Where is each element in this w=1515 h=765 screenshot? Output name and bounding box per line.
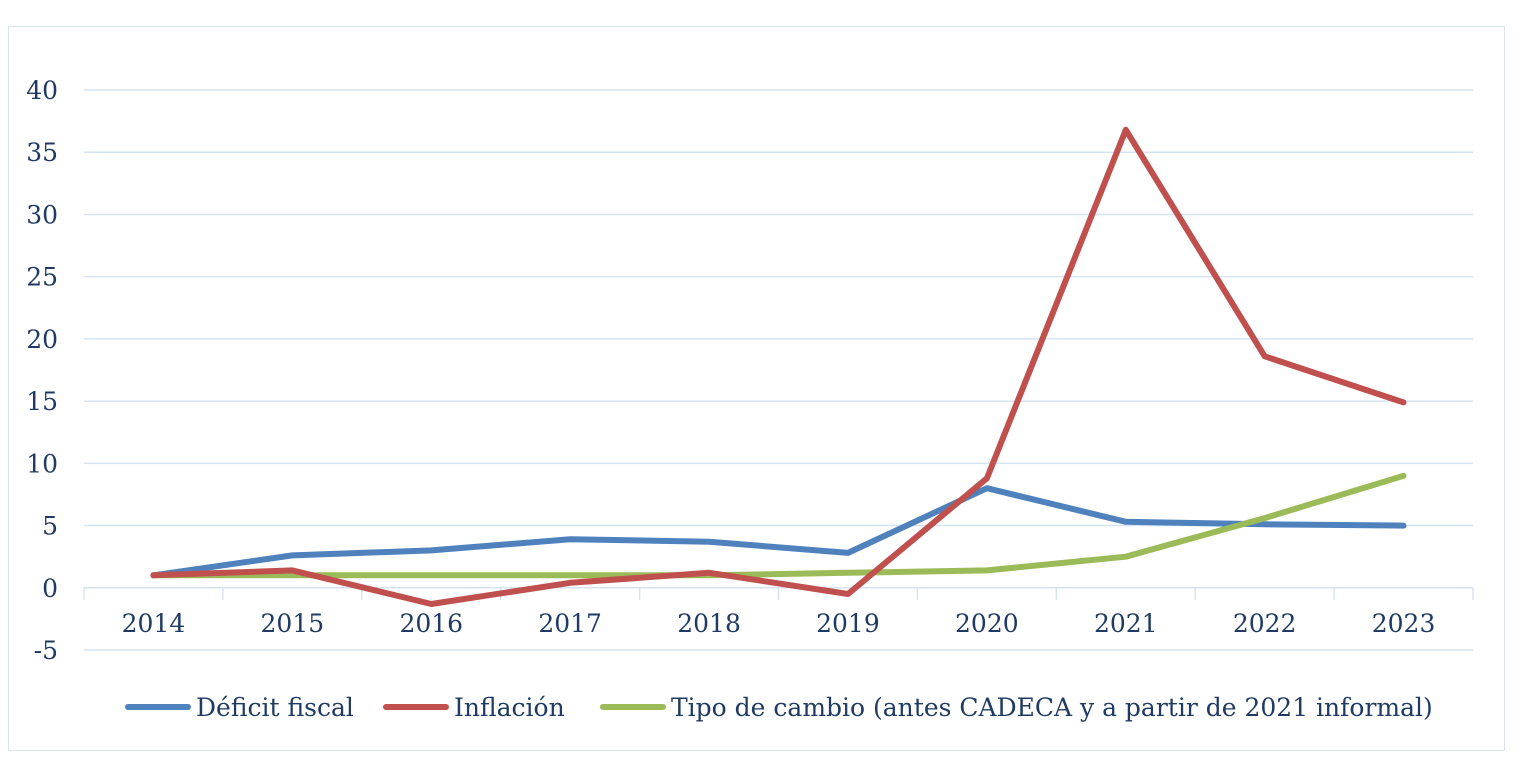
x-tick-label: 2015 [261,609,325,638]
legend: Déficit fiscal Inflación Tipo de cambio (a… [125,693,1433,722]
y-tick-label: 25 [26,263,58,292]
x-tick-label: 2023 [1372,609,1436,638]
x-tick-label: 2016 [399,609,463,638]
legend-label-0: Déficit fiscal [196,693,354,722]
y-axis-labels: -5 0 5 10 15 20 25 30 35 40 [26,76,58,665]
y-tick-label: 40 [26,76,58,105]
legend-label-2: Tipo de cambio (antes CADECA y a partir … [671,693,1433,722]
y-tick-label: 30 [26,200,58,229]
x-tick-label: 2021 [1094,609,1158,638]
y-tick-label: 0 [42,574,58,603]
legend-label-1: Inflación [454,693,565,722]
y-tick-label: 35 [26,138,58,167]
y-tick-label: 15 [26,387,58,416]
series-line-2 [150,472,1407,579]
y-tick-label: 20 [26,325,58,354]
y-tick-label: -5 [34,636,58,665]
x-axis-labels: 2014 2015 2016 2017 2018 2019 2020 2021 2022 2023 [122,609,1436,638]
x-tick-label: 2017 [538,609,602,638]
x-tick-label: 2018 [677,609,741,638]
series-line-1 [150,126,1407,607]
y-tick-label: 10 [26,449,58,478]
x-axis [83,587,1474,600]
x-tick-label: 2019 [816,609,880,638]
series-lines [150,126,1407,607]
chart-frame [8,26,1505,751]
series-line-0 [150,485,1407,579]
x-tick-label: 2022 [1233,609,1297,638]
x-tick-label: 2014 [122,609,186,638]
y-tick-label: 5 [42,512,58,541]
x-tick-label: 2020 [955,609,1019,638]
gridlines [84,89,1473,651]
